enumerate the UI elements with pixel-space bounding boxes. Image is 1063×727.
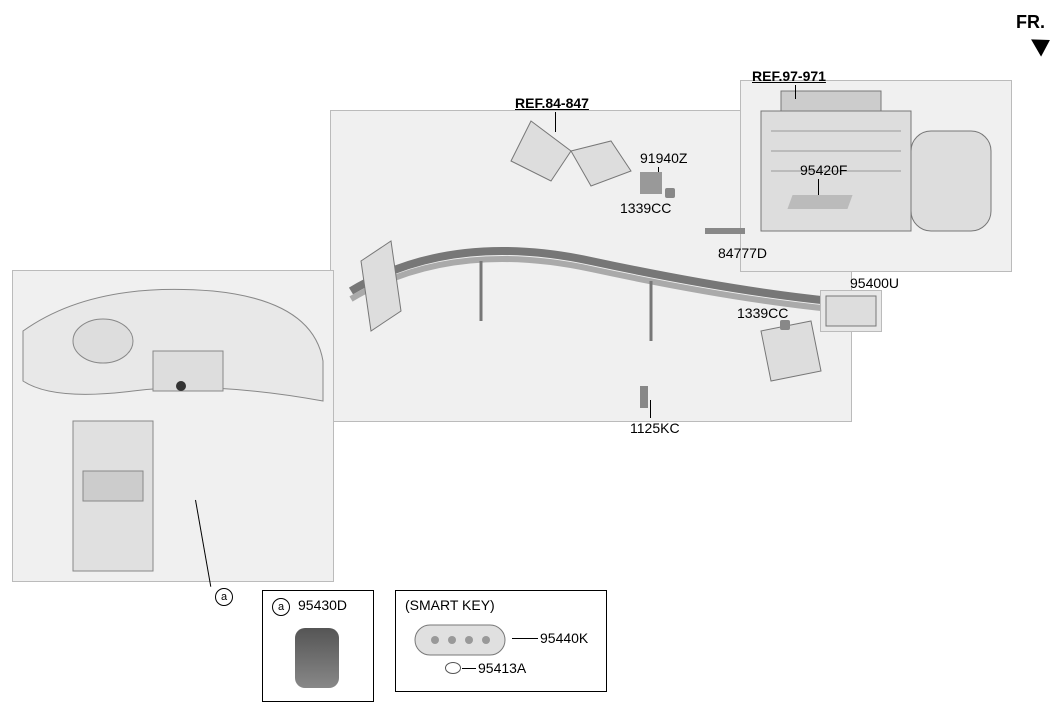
callout-95400U: 95400U (850, 275, 899, 291)
callout-84777D: 84777D (718, 245, 767, 261)
hvac-assembly-art (740, 80, 1012, 272)
callout-1339CC-lower: 1339CC (737, 305, 788, 321)
callout-95413A: 95413A (478, 660, 526, 676)
callout-95420F: 95420F (800, 162, 847, 178)
key-fob-art (410, 620, 520, 665)
ref-97-971-label: REF.97-971 (752, 68, 826, 84)
o-ring-art (445, 662, 461, 674)
start-button-art (295, 628, 339, 688)
smart-key-group-label: (SMART KEY) (405, 597, 495, 613)
marker-a-on-dashboard: a (215, 588, 233, 606)
nut-1339CC-upper-art (665, 188, 675, 198)
front-direction-label: FR. (1016, 12, 1045, 33)
callout-95430D: 95430D (298, 597, 347, 613)
leader-1125KC (650, 400, 651, 418)
callout-91940Z: 91940Z (640, 150, 687, 166)
front-direction-arrow (1031, 31, 1055, 56)
nut-1339CC-lower-art (780, 320, 790, 330)
leader-95440K (512, 638, 538, 639)
bolt-84777D-art (705, 228, 745, 234)
bolt-1125KC-art (640, 386, 648, 408)
leader-95413A (462, 668, 476, 669)
relay-91940Z-art (640, 172, 662, 194)
ref-97-leader (795, 85, 796, 99)
bracket-95420F-art (787, 195, 852, 209)
callout-1339CC-upper: 1339CC (620, 200, 671, 216)
ref-84-leader (555, 112, 556, 132)
module-95400U-art (820, 290, 882, 332)
dashboard-console-art (12, 270, 334, 582)
ref-84-847-label: REF.84-847 (515, 95, 589, 111)
callout-1125KC: 1125KC (630, 420, 680, 436)
callout-95440K: 95440K (540, 630, 588, 646)
marker-a-in-box: a (272, 598, 290, 616)
